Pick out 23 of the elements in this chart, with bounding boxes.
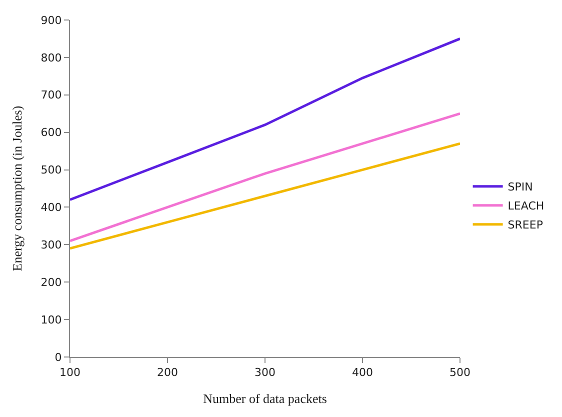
x-tick-label: 300 <box>254 366 276 380</box>
y-tick-label: 100 <box>40 313 62 326</box>
legend-label: SPIN <box>508 180 533 194</box>
y-tick-label: 200 <box>40 276 62 289</box>
x-tick-label: 400 <box>352 366 373 380</box>
legend-label: SREEP <box>508 218 544 232</box>
y-tick-label: 600 <box>40 126 62 140</box>
x-tick-label: 200 <box>157 366 178 380</box>
y-tick-label: 800 <box>40 51 62 64</box>
y-tick-label: 500 <box>40 164 62 177</box>
line-series <box>70 37 460 201</box>
legend-label: LEACH <box>508 200 544 213</box>
y-tick-label: 400 <box>40 201 62 214</box>
y-tick-label: 300 <box>40 238 62 252</box>
x-tick-label: 100 <box>60 366 80 380</box>
x-tick-label: 500 <box>450 366 470 380</box>
x-axis-title: Number of data packets <box>203 390 327 406</box>
line-series <box>70 142 460 250</box>
line-series <box>70 112 460 242</box>
y-tick-label: 700 <box>40 88 62 102</box>
y-axis-title: Energy consumption (in Joules) <box>10 106 25 272</box>
y-tick-label: 900 <box>40 14 62 27</box>
y-tick-label: 0 <box>54 350 62 364</box>
